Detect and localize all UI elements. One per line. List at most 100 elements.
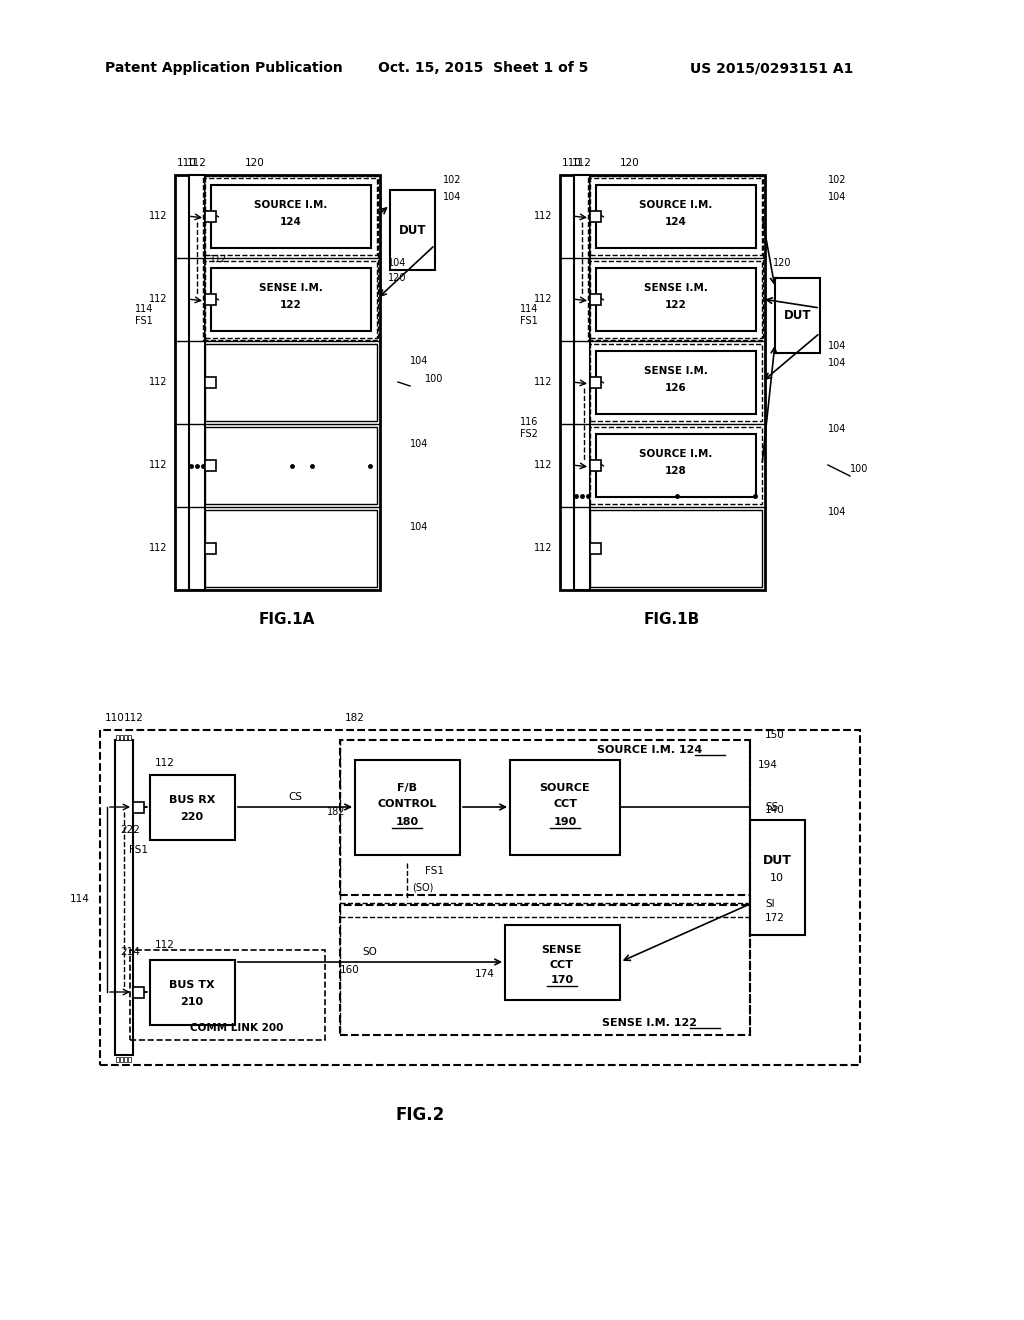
Bar xyxy=(205,178,377,255)
Text: 194: 194 xyxy=(758,760,778,770)
Text: 104: 104 xyxy=(828,341,847,351)
Text: SOURCE I.M.: SOURCE I.M. xyxy=(254,201,328,210)
Text: 112: 112 xyxy=(148,543,167,553)
Text: 214: 214 xyxy=(120,946,140,957)
Text: 120: 120 xyxy=(620,158,640,168)
Bar xyxy=(590,294,601,305)
Text: FIG.2: FIG.2 xyxy=(395,1106,444,1125)
Text: 112: 112 xyxy=(124,713,144,723)
Bar xyxy=(205,261,377,338)
Bar xyxy=(205,378,216,388)
Text: 100: 100 xyxy=(850,465,868,474)
Text: 182: 182 xyxy=(345,713,365,723)
Text: 104: 104 xyxy=(410,521,428,532)
Text: SI: SI xyxy=(765,899,774,909)
Bar xyxy=(596,268,756,331)
Text: (SO): (SO) xyxy=(412,883,433,894)
Bar xyxy=(205,345,377,421)
Text: 110: 110 xyxy=(177,158,197,168)
Bar xyxy=(100,730,860,1065)
Bar xyxy=(211,185,371,248)
Bar xyxy=(205,510,377,587)
Text: 112: 112 xyxy=(534,543,552,553)
Text: US 2015/0293151 A1: US 2015/0293151 A1 xyxy=(690,61,853,75)
Bar xyxy=(205,211,216,222)
Bar xyxy=(150,960,234,1026)
Text: 222: 222 xyxy=(120,825,140,836)
Text: CCT: CCT xyxy=(553,799,577,809)
Text: 112: 112 xyxy=(148,378,167,387)
Text: SENSE: SENSE xyxy=(542,945,583,954)
Text: SOURCE I.M. 124: SOURCE I.M. 124 xyxy=(597,744,702,755)
Text: 128: 128 xyxy=(666,466,687,477)
Text: SO: SO xyxy=(362,946,378,957)
Text: 104: 104 xyxy=(410,440,428,449)
Text: SOURCE I.M.: SOURCE I.M. xyxy=(639,201,713,210)
Text: FS1: FS1 xyxy=(129,845,148,855)
Text: 172: 172 xyxy=(765,913,784,923)
Text: BUS RX: BUS RX xyxy=(169,795,215,805)
Text: 110: 110 xyxy=(105,713,125,723)
Text: 104: 104 xyxy=(443,191,462,202)
Text: FIG.1A: FIG.1A xyxy=(259,612,315,627)
Bar xyxy=(590,345,762,421)
Bar xyxy=(590,426,762,504)
Bar xyxy=(355,760,460,855)
Text: FIG.1B: FIG.1B xyxy=(644,612,700,627)
Bar xyxy=(175,176,380,590)
Bar xyxy=(115,741,133,1055)
Text: 104: 104 xyxy=(828,358,847,368)
Text: 102: 102 xyxy=(828,176,847,185)
Text: 120: 120 xyxy=(773,257,792,268)
Bar xyxy=(124,1057,127,1063)
Bar xyxy=(128,735,131,741)
Bar xyxy=(130,950,325,1040)
Text: DUT: DUT xyxy=(763,854,792,866)
Text: SOURCE: SOURCE xyxy=(540,783,590,793)
Text: 112: 112 xyxy=(534,211,552,220)
Text: COMM LINK 200: COMM LINK 200 xyxy=(190,1023,284,1034)
Text: 114: 114 xyxy=(134,305,153,314)
Bar xyxy=(590,459,601,471)
Bar xyxy=(116,735,119,741)
Bar xyxy=(505,925,620,1001)
Text: FS2: FS2 xyxy=(520,429,538,440)
Bar xyxy=(120,1057,123,1063)
Text: 112: 112 xyxy=(148,459,167,470)
Text: F/B: F/B xyxy=(397,783,417,793)
Text: BUS TX: BUS TX xyxy=(169,979,215,990)
Bar xyxy=(590,378,601,388)
Text: 122: 122 xyxy=(666,300,687,310)
Text: 170: 170 xyxy=(551,975,573,985)
Text: 112: 112 xyxy=(155,940,175,950)
Bar xyxy=(205,294,216,305)
Text: 140: 140 xyxy=(765,805,784,814)
Bar xyxy=(205,543,216,554)
Text: DUT: DUT xyxy=(783,309,811,322)
Bar xyxy=(750,820,805,935)
Text: SENSE I.M.: SENSE I.M. xyxy=(259,282,323,293)
Text: 220: 220 xyxy=(180,812,204,822)
Bar xyxy=(590,261,762,338)
Bar xyxy=(590,211,601,222)
Bar xyxy=(596,185,756,248)
Text: 104: 104 xyxy=(828,507,847,517)
Bar xyxy=(211,268,371,331)
Bar xyxy=(124,735,127,741)
Text: SOURCE I.M.: SOURCE I.M. xyxy=(639,449,713,459)
Text: 112: 112 xyxy=(534,378,552,387)
Text: 160: 160 xyxy=(340,965,359,975)
Text: 210: 210 xyxy=(180,997,204,1007)
Bar xyxy=(590,543,601,554)
Text: 190: 190 xyxy=(553,817,577,828)
Text: 174: 174 xyxy=(475,969,495,979)
Bar xyxy=(574,176,590,590)
Text: 124: 124 xyxy=(280,216,302,227)
Bar xyxy=(596,434,756,498)
Text: SS: SS xyxy=(765,803,778,812)
Bar xyxy=(510,760,620,855)
Text: 112: 112 xyxy=(187,158,207,168)
Text: 126: 126 xyxy=(666,383,687,393)
Bar xyxy=(116,1057,119,1063)
Text: 112: 112 xyxy=(572,158,592,168)
